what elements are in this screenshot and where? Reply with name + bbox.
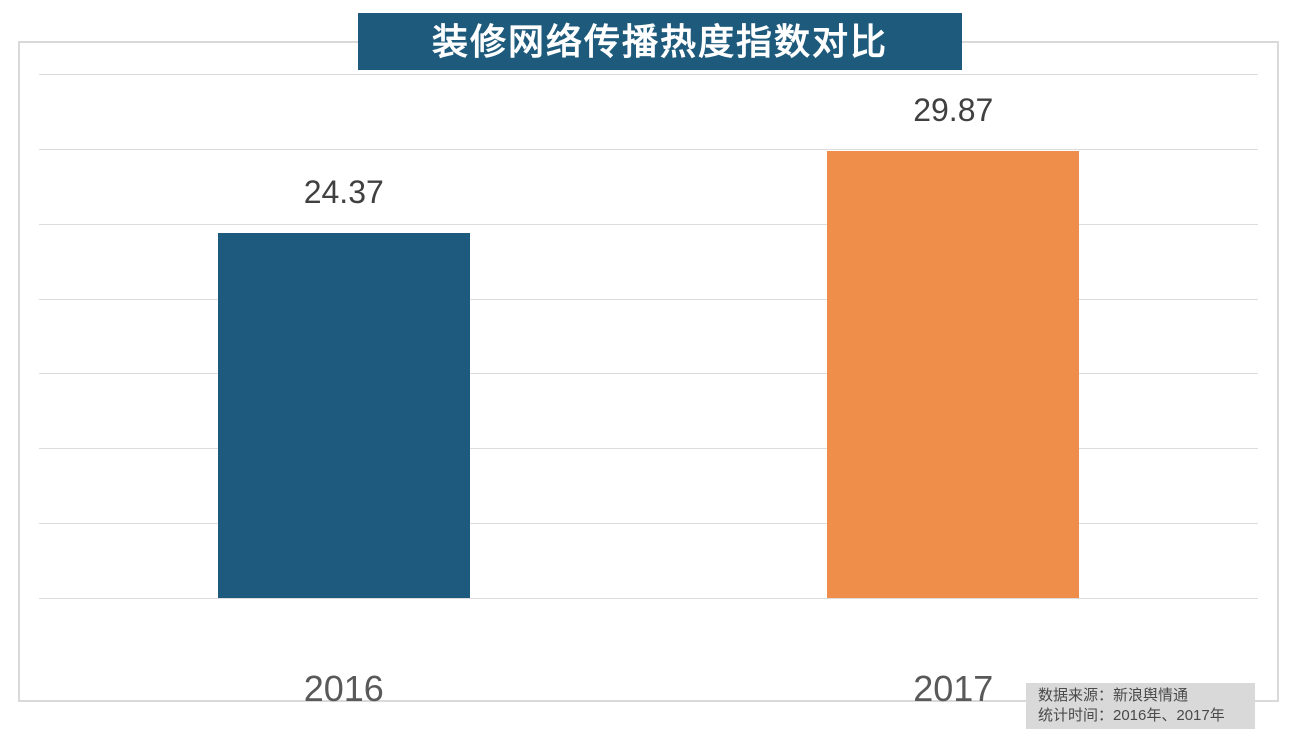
gridline-y-15 — [39, 373, 1258, 375]
gridline-y-20 — [39, 298, 1258, 300]
bar-2017 — [827, 150, 1080, 598]
source-note-line1: 数据来源：新浪舆情通 — [1038, 687, 1189, 704]
x-axis-label-2017: 2017 — [913, 668, 994, 709]
chart-title: 装修网络传播热度指数对比 — [358, 13, 962, 70]
data-label-2016: 24.37 — [303, 174, 384, 211]
gridline-y-30 — [39, 148, 1258, 150]
gridline-y-0 — [39, 598, 1258, 599]
bar-2016 — [217, 233, 470, 598]
source-note: 数据来源：新浪舆情通 统计时间：2016年、2017年 — [1026, 683, 1255, 729]
plot-area: 24.37 2016 29.87 2017 — [39, 74, 1258, 707]
gridline-y-10 — [39, 448, 1258, 450]
gridline-y-25 — [39, 223, 1258, 225]
chart-plot-border: 24.37 2016 29.87 2017 — [18, 41, 1279, 707]
data-label-2017: 29.87 — [913, 91, 994, 128]
source-note-line2: 统计时间：2016年、2017年 — [1038, 707, 1225, 724]
gridline-y-35 — [39, 74, 1258, 75]
x-axis-label-2016: 2016 — [303, 668, 384, 709]
gridline-y-5 — [39, 523, 1258, 525]
